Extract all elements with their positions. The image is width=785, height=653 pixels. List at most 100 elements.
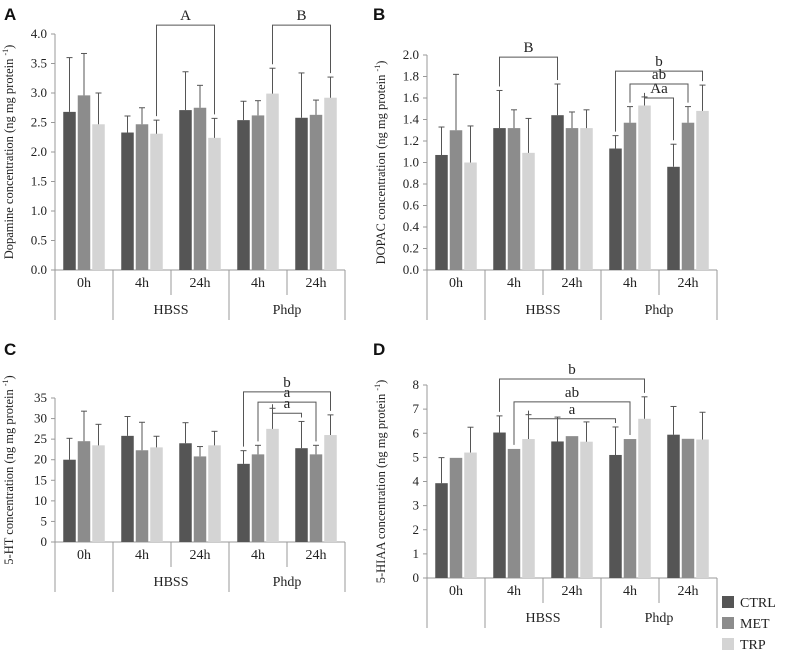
- x-group-label: Phdp: [273, 303, 302, 318]
- y-tick-label: 0: [41, 534, 48, 549]
- x-category-label: 4h: [135, 276, 149, 291]
- significance-bracket: [644, 92, 674, 141]
- panel-label: B: [373, 5, 385, 24]
- bar-ctrl: [493, 128, 506, 270]
- significance-bracket: [243, 391, 331, 447]
- bar-trp: [638, 418, 651, 578]
- significance-label: a: [284, 385, 291, 401]
- y-tick-label: 2.0: [403, 47, 419, 62]
- bar-ctrl: [237, 120, 250, 270]
- y-tick-label: 0.5: [31, 233, 47, 248]
- bar-met: [309, 454, 323, 542]
- bar-ctrl: [609, 148, 622, 270]
- y-tick-label: 2: [413, 522, 420, 537]
- bar-ctrl: [551, 441, 564, 578]
- bar-trp: [266, 93, 279, 270]
- bar-trp: [522, 439, 535, 578]
- significance-bracket: [156, 24, 215, 117]
- x-category-label: 4h: [507, 584, 521, 599]
- bar-met: [681, 122, 695, 270]
- x-category-label: 24h: [306, 276, 327, 291]
- x-category-label: 4h: [507, 276, 521, 291]
- y-tick-label: 0.2: [403, 241, 419, 256]
- significance-bracket: [272, 404, 302, 418]
- bar-met: [251, 115, 265, 270]
- bar-met: [449, 457, 463, 578]
- bar-met: [193, 456, 207, 542]
- y-tick-label: 7: [413, 401, 420, 416]
- bar-met: [623, 122, 637, 270]
- significance-label: a: [569, 402, 576, 418]
- y-tick-label: 0.0: [403, 262, 419, 277]
- bar-met: [623, 439, 637, 578]
- bar-met: [77, 95, 91, 270]
- bar-ctrl: [179, 110, 192, 270]
- bar-met: [135, 124, 149, 271]
- panel-label: C: [4, 340, 16, 359]
- x-category-label: 24h: [678, 276, 699, 291]
- bar-trp: [464, 452, 477, 578]
- x-category-label: 24h: [190, 276, 211, 291]
- significance-label: ab: [652, 67, 666, 83]
- bar-trp: [208, 137, 221, 270]
- y-tick-label: 1.0: [31, 203, 47, 218]
- x-category-label: 4h: [251, 276, 265, 291]
- bar-ctrl: [435, 483, 448, 578]
- x-category-label: 4h: [251, 548, 265, 563]
- y-axis-label: 5-HT concentration (ng mg protein -1): [1, 375, 16, 564]
- bar-met: [565, 436, 579, 578]
- y-tick-label: 1.6: [403, 90, 420, 105]
- bar-trp: [324, 435, 337, 542]
- y-tick-label: 4: [413, 474, 420, 489]
- y-tick-label: 5: [413, 449, 420, 464]
- bar-ctrl: [551, 115, 564, 270]
- bar-ctrl: [295, 117, 308, 270]
- x-category-label: 24h: [190, 548, 211, 563]
- y-tick-label: 3.0: [31, 85, 47, 100]
- y-tick-label: 1: [413, 546, 420, 561]
- legend-label-ctrl: CTRL: [740, 596, 776, 611]
- y-tick-label: 1.4: [403, 112, 420, 127]
- bar-trp: [150, 133, 163, 270]
- y-axis-label: DOPAC concentration (ng mg protein -1): [373, 61, 388, 265]
- x-group-label: HBSS: [525, 611, 560, 626]
- chart-panel-b: B 0.0 0.2 0.4 0.6 0.8 1.0 1.2 1.4 1.6 1.8 2.0 0h 4h 24…: [373, 5, 718, 320]
- bar-met: [193, 107, 207, 270]
- bar-met: [507, 128, 521, 270]
- bar-trp: [208, 445, 221, 542]
- bar-trp: [696, 439, 709, 578]
- y-tick-label: 35: [34, 390, 47, 405]
- y-tick-label: 1.2: [403, 133, 419, 148]
- x-group-label: HBSS: [525, 303, 560, 318]
- y-tick-label: 30: [34, 411, 47, 426]
- bar-met: [309, 114, 323, 270]
- x-category-label: 24h: [562, 276, 583, 291]
- y-tick-label: 15: [34, 472, 47, 487]
- y-tick-label: 0.6: [403, 198, 420, 213]
- significance-label: Aa: [650, 81, 668, 97]
- significance-label: b: [283, 375, 291, 391]
- legend-swatch-trp: [722, 638, 734, 650]
- bar-ctrl: [295, 448, 308, 542]
- bar-met: [135, 450, 149, 542]
- bar-trp: [696, 110, 709, 271]
- legend-label-trp: TRP: [740, 638, 766, 653]
- bar-ctrl: [609, 454, 622, 578]
- bar-met: [251, 454, 265, 542]
- y-tick-label: 1.8: [403, 69, 419, 84]
- legend-swatch-ctrl: [722, 596, 734, 608]
- bar-trp: [150, 447, 163, 542]
- legend-label-met: MET: [740, 617, 770, 632]
- x-group-label: HBSS: [153, 303, 188, 318]
- x-category-label: 24h: [562, 584, 583, 599]
- bar-trp: [522, 152, 535, 270]
- bar-trp: [324, 97, 337, 270]
- bar-met: [681, 438, 695, 578]
- bar-ctrl: [237, 463, 250, 542]
- bar-trp: [580, 441, 593, 578]
- bar-met: [77, 441, 91, 542]
- y-tick-label: 2.0: [31, 144, 47, 159]
- bar-met: [507, 448, 521, 578]
- bar-trp: [266, 428, 279, 542]
